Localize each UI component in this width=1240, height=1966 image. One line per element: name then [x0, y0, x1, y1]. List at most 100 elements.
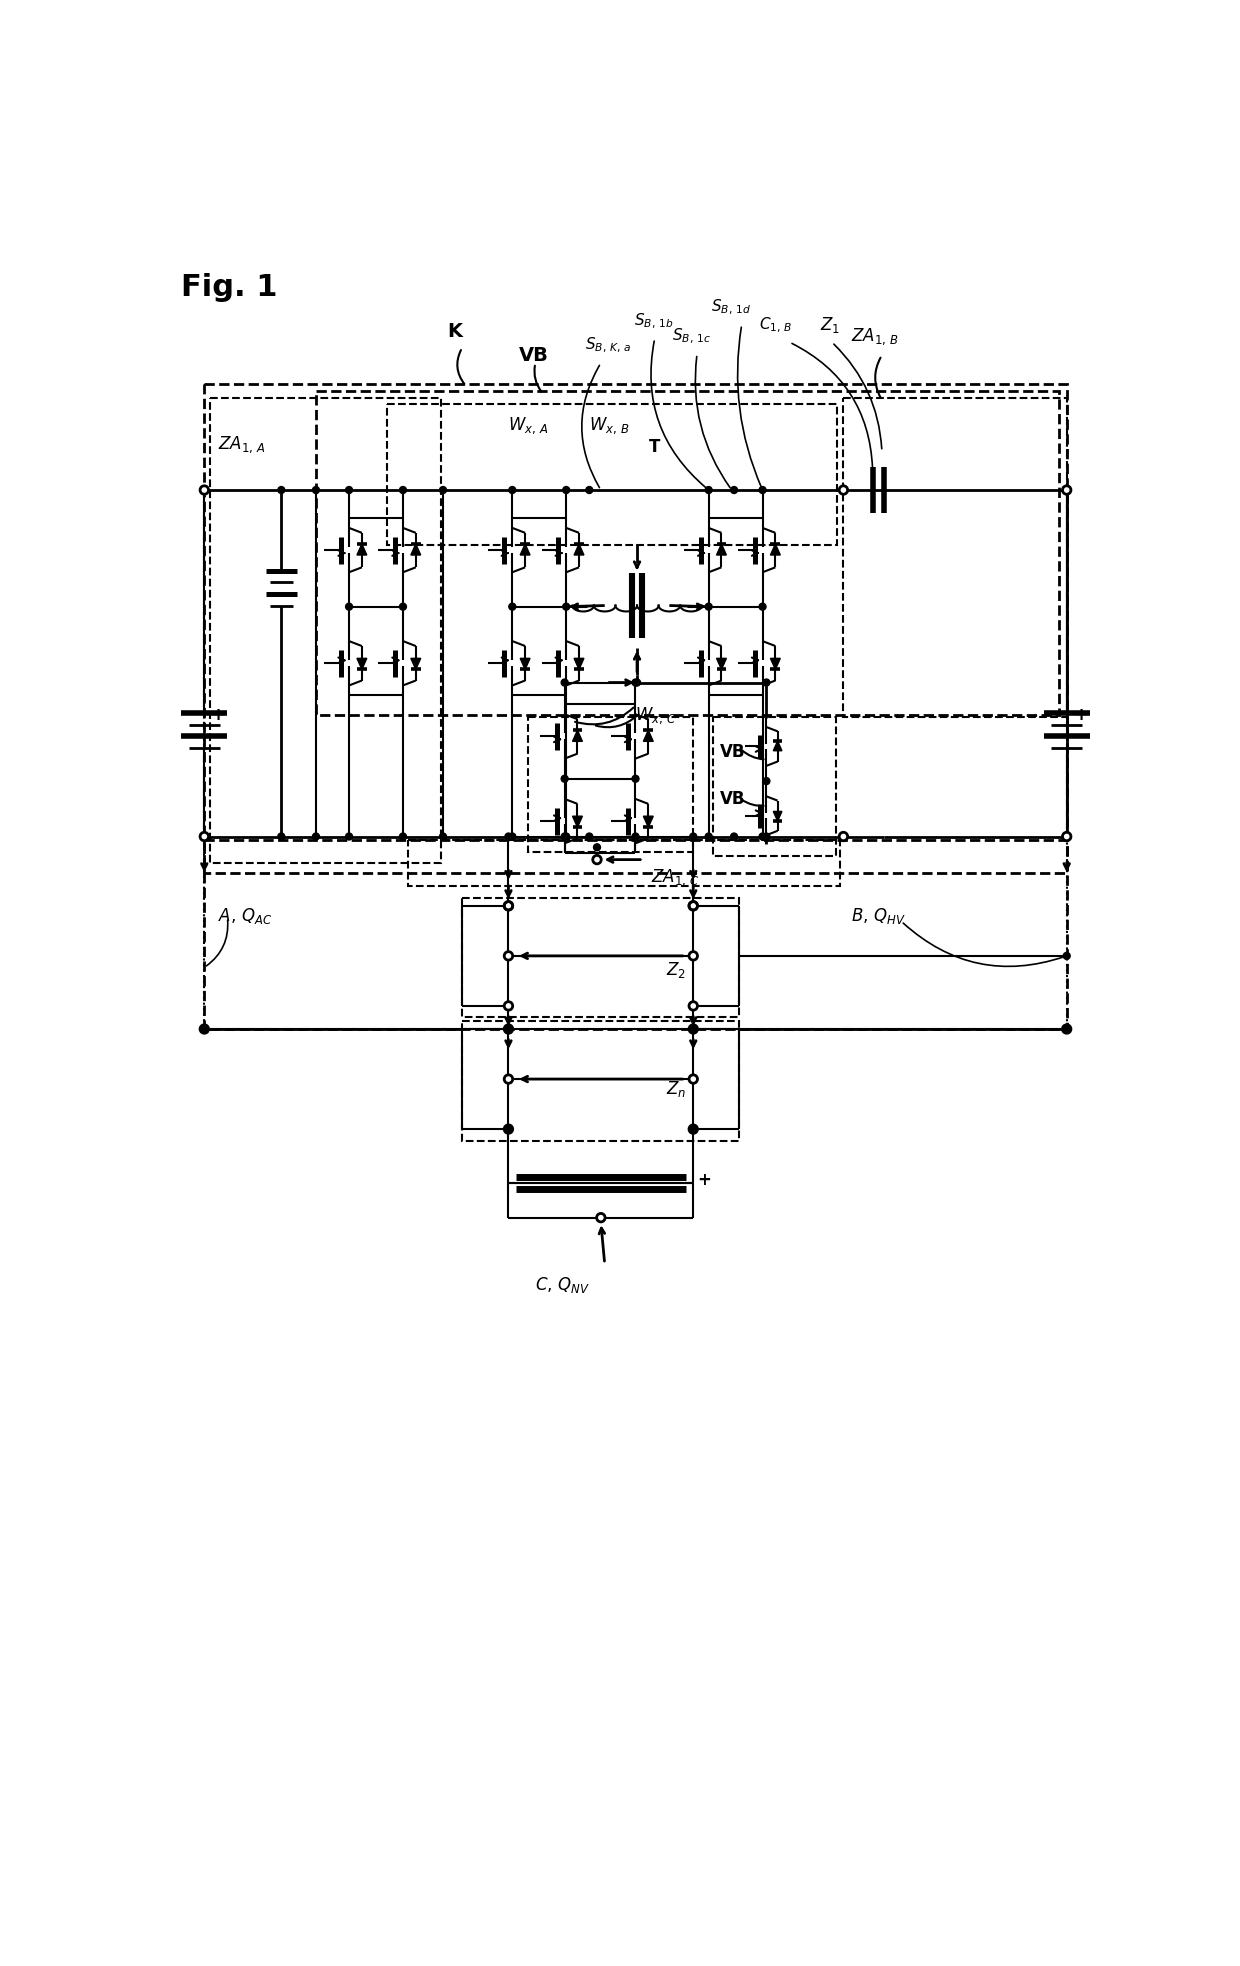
- Circle shape: [839, 832, 848, 841]
- Circle shape: [346, 604, 352, 609]
- Circle shape: [689, 1026, 697, 1032]
- Circle shape: [399, 486, 407, 493]
- Circle shape: [763, 779, 770, 784]
- Text: $Z_1$: $Z_1$: [821, 315, 841, 336]
- Circle shape: [596, 1213, 605, 1223]
- Circle shape: [1063, 952, 1070, 959]
- Circle shape: [585, 834, 593, 839]
- Polygon shape: [573, 729, 583, 741]
- Circle shape: [563, 604, 569, 609]
- Bar: [463, 1020, 739, 1140]
- Text: $C_{1,\,B}$: $C_{1,\,B}$: [759, 315, 792, 334]
- Text: $S_{B,\,1b}$: $S_{B,\,1b}$: [634, 311, 673, 330]
- Circle shape: [689, 1024, 697, 1034]
- Bar: [316, 391, 1059, 716]
- Circle shape: [563, 834, 569, 839]
- Bar: [463, 898, 739, 1018]
- Circle shape: [200, 1024, 208, 1034]
- Circle shape: [689, 1125, 697, 1132]
- Circle shape: [505, 1125, 512, 1132]
- Circle shape: [706, 486, 712, 493]
- Circle shape: [759, 486, 766, 493]
- Circle shape: [200, 832, 208, 841]
- Circle shape: [278, 834, 285, 839]
- Bar: [205, 383, 1066, 873]
- Circle shape: [201, 1026, 208, 1032]
- Circle shape: [763, 834, 770, 839]
- Circle shape: [763, 678, 770, 686]
- Text: $Z_n$: $Z_n$: [666, 1079, 687, 1099]
- Polygon shape: [774, 812, 782, 822]
- Polygon shape: [410, 545, 420, 554]
- Circle shape: [505, 1024, 512, 1034]
- Circle shape: [439, 834, 446, 839]
- Circle shape: [505, 902, 512, 910]
- Circle shape: [508, 604, 516, 609]
- Bar: [211, 397, 441, 863]
- Circle shape: [706, 834, 712, 839]
- Circle shape: [593, 855, 601, 863]
- Text: $ZA_{1,\,C}$: $ZA_{1,\,C}$: [651, 867, 699, 889]
- Circle shape: [312, 834, 320, 839]
- Text: T: T: [650, 438, 661, 456]
- Polygon shape: [644, 729, 653, 741]
- Circle shape: [1063, 1026, 1070, 1032]
- Text: +: +: [697, 1172, 711, 1189]
- Circle shape: [730, 834, 738, 839]
- Circle shape: [632, 775, 639, 782]
- Circle shape: [346, 834, 352, 839]
- Circle shape: [562, 775, 568, 782]
- Circle shape: [759, 604, 766, 609]
- Circle shape: [1063, 832, 1071, 841]
- Circle shape: [278, 486, 285, 493]
- Bar: [713, 718, 836, 855]
- Text: $W_{x,\,C}$: $W_{x,\,C}$: [635, 706, 677, 725]
- Text: $W_{x,\,A}$: $W_{x,\,A}$: [508, 415, 549, 436]
- Circle shape: [759, 834, 766, 839]
- Text: VB: VB: [720, 790, 745, 808]
- Circle shape: [839, 486, 848, 493]
- Circle shape: [200, 486, 208, 493]
- Circle shape: [706, 604, 712, 609]
- Polygon shape: [574, 545, 584, 554]
- Bar: [387, 403, 837, 545]
- Circle shape: [505, 1003, 512, 1011]
- Polygon shape: [774, 741, 782, 751]
- Circle shape: [689, 834, 697, 839]
- Text: $C,\,Q_{NV}$: $C,\,Q_{NV}$: [534, 1276, 590, 1296]
- Text: $S_{B,\,1d}$: $S_{B,\,1d}$: [711, 297, 750, 317]
- Polygon shape: [574, 659, 584, 670]
- Circle shape: [594, 843, 600, 851]
- Circle shape: [505, 902, 512, 910]
- Circle shape: [585, 486, 593, 493]
- Text: +: +: [1073, 706, 1087, 723]
- Circle shape: [201, 1026, 208, 1032]
- Bar: [843, 397, 1066, 718]
- Circle shape: [399, 834, 407, 839]
- Circle shape: [1063, 1024, 1071, 1034]
- Circle shape: [730, 486, 738, 493]
- Polygon shape: [717, 659, 727, 670]
- Polygon shape: [770, 545, 780, 554]
- Circle shape: [312, 486, 320, 493]
- Bar: [408, 839, 839, 887]
- Polygon shape: [717, 545, 727, 554]
- Text: K: K: [446, 322, 461, 342]
- Circle shape: [689, 952, 697, 959]
- Bar: [528, 718, 693, 851]
- Text: $ZA_{1,\,B}$: $ZA_{1,\,B}$: [851, 326, 899, 348]
- Circle shape: [563, 486, 569, 493]
- Text: $S_{B,\,1c}$: $S_{B,\,1c}$: [672, 326, 712, 346]
- Circle shape: [689, 902, 697, 910]
- Circle shape: [505, 1026, 512, 1032]
- Text: +: +: [211, 706, 226, 723]
- Circle shape: [346, 486, 352, 493]
- Circle shape: [689, 1003, 697, 1011]
- Circle shape: [634, 678, 641, 686]
- Circle shape: [689, 902, 697, 910]
- Polygon shape: [357, 659, 367, 670]
- Polygon shape: [521, 545, 529, 554]
- Text: $ZA_{1,\,A}$: $ZA_{1,\,A}$: [218, 434, 265, 456]
- Text: $S_{B,\,K,\,a}$: $S_{B,\,K,\,a}$: [585, 336, 631, 356]
- Text: $B,\,Q_{HV}$: $B,\,Q_{HV}$: [851, 906, 906, 926]
